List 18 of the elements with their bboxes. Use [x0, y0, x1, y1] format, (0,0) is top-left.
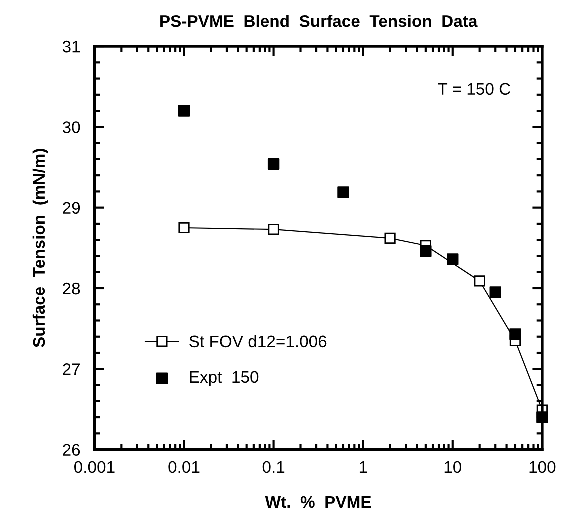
x-tick-label: 0.001 [74, 461, 115, 474]
legend-label: St FOV d12=1.006 [190, 335, 327, 348]
y-tick-label: 28 [63, 282, 80, 295]
legend-label: Expt 150 [190, 371, 259, 386]
annotation: T = 150 C [438, 83, 510, 96]
y-tick-label: 30 [62, 122, 80, 134]
y-tick-label: 31 [62, 40, 80, 53]
chart-title: PS-PVME Blend Surface Tension Data [160, 15, 478, 28]
y-axis-title: Surface Tension (mN/m) [32, 149, 48, 348]
y-tick-label: 29 [63, 202, 80, 214]
y-tick-label: 26 [63, 444, 80, 456]
x-tick-label: 1 [360, 462, 368, 473]
x-axis-title: Wt. % PVME [265, 496, 372, 508]
x-tick-label: 0.1 [262, 461, 285, 474]
x-tick-label: 100 [530, 461, 556, 474]
x-tick-label: 0.01 [168, 461, 200, 474]
x-tick-label: 10 [444, 461, 462, 474]
y-tick-label: 27 [63, 364, 80, 376]
